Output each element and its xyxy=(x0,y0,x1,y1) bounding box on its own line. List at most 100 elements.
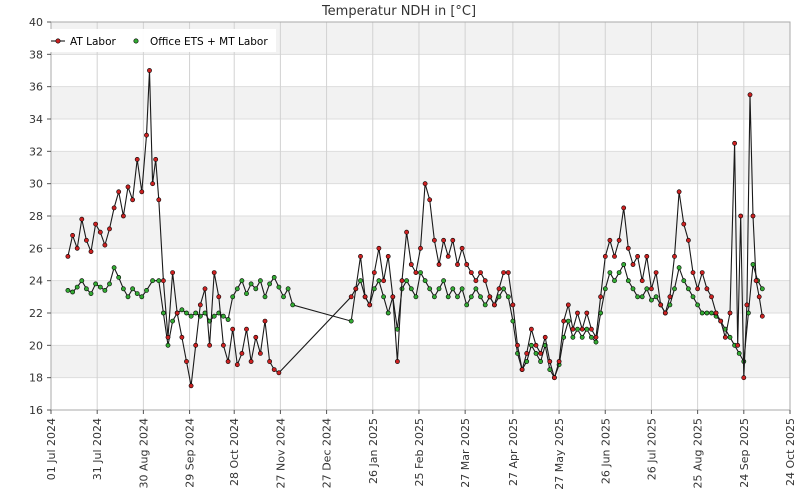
data-point-at-labor-88 xyxy=(533,342,539,348)
data-point-at-labor-63 xyxy=(418,245,423,251)
data-point-at-labor-9 xyxy=(107,226,112,232)
data-point-office-ets-35 xyxy=(230,294,236,300)
data-point-at-labor-28 xyxy=(188,383,194,389)
data-point-office-ets-49 xyxy=(348,318,354,324)
data-point-office-ets-123 xyxy=(690,294,696,300)
data-point-at-labor-114 xyxy=(653,270,659,275)
data-point-office-ets-17 xyxy=(144,287,149,293)
data-point-at-labor-120 xyxy=(681,221,687,227)
data-point-at-labor-94 xyxy=(561,318,567,324)
data-point-at-labor-68 xyxy=(441,237,446,243)
data-point-office-ets-111 xyxy=(635,294,640,300)
data-point-at-labor-80 xyxy=(496,286,502,292)
data-point-office-ets-108 xyxy=(621,262,627,267)
data-point-at-labor-40 xyxy=(244,326,249,332)
data-point-office-ets-55 xyxy=(376,278,382,284)
data-point-at-labor-52 xyxy=(367,302,373,308)
data-point-at-labor-24 xyxy=(170,270,175,275)
data-point-at-labor-26 xyxy=(179,334,185,340)
x-tick-label-7: 26 Jan 2025 xyxy=(367,418,380,484)
data-point-at-labor-30 xyxy=(197,302,203,308)
data-point-office-ets-26 xyxy=(188,313,194,319)
data-point-office-ets-126 xyxy=(704,310,710,316)
data-point-office-ets-125 xyxy=(699,310,705,316)
data-point-office-ets-96 xyxy=(565,318,571,324)
data-point-at-labor-47 xyxy=(276,370,282,376)
y-axis: 16 18 20 22 24 26 28 30 32 34 36 38 40 xyxy=(29,16,51,417)
data-point-at-labor-140 xyxy=(759,313,765,319)
data-point-at-labor-39 xyxy=(239,350,245,356)
x-axis: 01 Jul 2024 31 Jul 2024 30 Aug 2024 29 Sep … xyxy=(45,410,797,490)
y-tick-label-22: 22 xyxy=(29,307,43,320)
data-point-office-ets-133 xyxy=(736,350,742,356)
data-point-at-labor-58 xyxy=(394,359,400,364)
data-point-at-labor-76 xyxy=(478,270,483,275)
series-layer xyxy=(65,68,765,389)
data-point-at-labor-139 xyxy=(756,294,762,300)
data-point-office-ets-73 xyxy=(459,286,465,292)
data-point-office-ets-47 xyxy=(285,286,291,292)
data-point-at-labor-59 xyxy=(399,278,405,284)
data-point-at-labor-137 xyxy=(750,213,756,219)
data-point-at-labor-130 xyxy=(727,310,733,316)
data-point-at-labor-102 xyxy=(598,294,603,300)
data-point-office-ets-75 xyxy=(468,294,474,300)
data-point-office-ets-42 xyxy=(262,294,268,300)
data-point-at-labor-84 xyxy=(515,342,520,348)
data-point-office-ets-54 xyxy=(371,286,377,292)
x-tick-label-12: 26 Jun 2025 xyxy=(599,418,612,484)
data-point-at-labor-82 xyxy=(505,270,511,275)
data-point-office-ets-131 xyxy=(727,334,733,340)
data-point-at-labor-55 xyxy=(381,278,386,284)
data-point-at-labor-5 xyxy=(88,249,94,254)
y-tick-label-40: 40 xyxy=(29,16,43,29)
data-point-office-ets-76 xyxy=(473,286,479,292)
data-point-at-labor-117 xyxy=(667,294,673,300)
data-point-office-ets-43 xyxy=(267,281,272,287)
data-point-at-labor-65 xyxy=(427,197,433,203)
data-point-office-ets-22 xyxy=(170,318,175,324)
x-tick-label-16: 24 Oct 2025 xyxy=(784,418,797,486)
data-point-at-labor-122 xyxy=(690,270,696,275)
data-point-at-labor-71 xyxy=(455,262,460,267)
data-point-at-labor-101 xyxy=(593,334,599,340)
legend-label-office-ets: Office ETS + MT Labor xyxy=(150,36,268,48)
data-point-at-labor-19 xyxy=(150,181,155,187)
data-point-office-ets-101 xyxy=(589,334,594,340)
data-point-office-ets-90 xyxy=(538,359,543,364)
data-point-at-labor-4 xyxy=(84,237,89,243)
data-point-office-ets-9 xyxy=(107,281,112,287)
y-tick-label-32: 32 xyxy=(29,145,43,158)
grid-lines xyxy=(50,21,791,411)
data-point-at-labor-128 xyxy=(718,318,724,324)
data-point-at-labor-91 xyxy=(547,359,553,364)
data-point-office-ets-122 xyxy=(686,286,691,292)
data-point-at-labor-46 xyxy=(271,367,277,372)
data-point-office-ets-1 xyxy=(70,289,75,295)
data-point-office-ets-107 xyxy=(616,270,622,275)
data-point-at-labor-131 xyxy=(732,140,737,146)
data-point-at-labor-66 xyxy=(431,237,437,243)
data-point-at-labor-113 xyxy=(649,286,654,292)
chart-title: Temperatur NDH in [°C] xyxy=(321,4,476,19)
background-bands xyxy=(51,22,790,378)
data-point-office-ets-63 xyxy=(413,294,419,300)
x-tick-label-1: 31 Jul 2024 xyxy=(91,418,104,480)
data-point-office-ets-97 xyxy=(570,334,576,340)
data-point-at-labor-134 xyxy=(741,375,747,381)
data-point-at-labor-54 xyxy=(376,245,382,251)
data-point-at-labor-97 xyxy=(575,310,580,316)
y-tick-label-26: 26 xyxy=(29,242,43,255)
data-point-at-labor-86 xyxy=(524,350,530,356)
x-tick-label-8: 25 Feb 2025 xyxy=(413,418,426,486)
data-point-office-ets-19 xyxy=(156,278,162,284)
y-tick-label-30: 30 xyxy=(29,178,43,191)
data-point-office-ets-3 xyxy=(79,278,85,284)
data-point-office-ets-37 xyxy=(239,278,245,284)
data-point-at-labor-23 xyxy=(165,334,171,340)
data-point-office-ets-98 xyxy=(575,326,580,332)
data-point-office-ets-109 xyxy=(625,278,631,284)
legend-entry-at-labor: AT Labor xyxy=(51,36,116,48)
data-point-at-labor-17 xyxy=(144,132,149,138)
